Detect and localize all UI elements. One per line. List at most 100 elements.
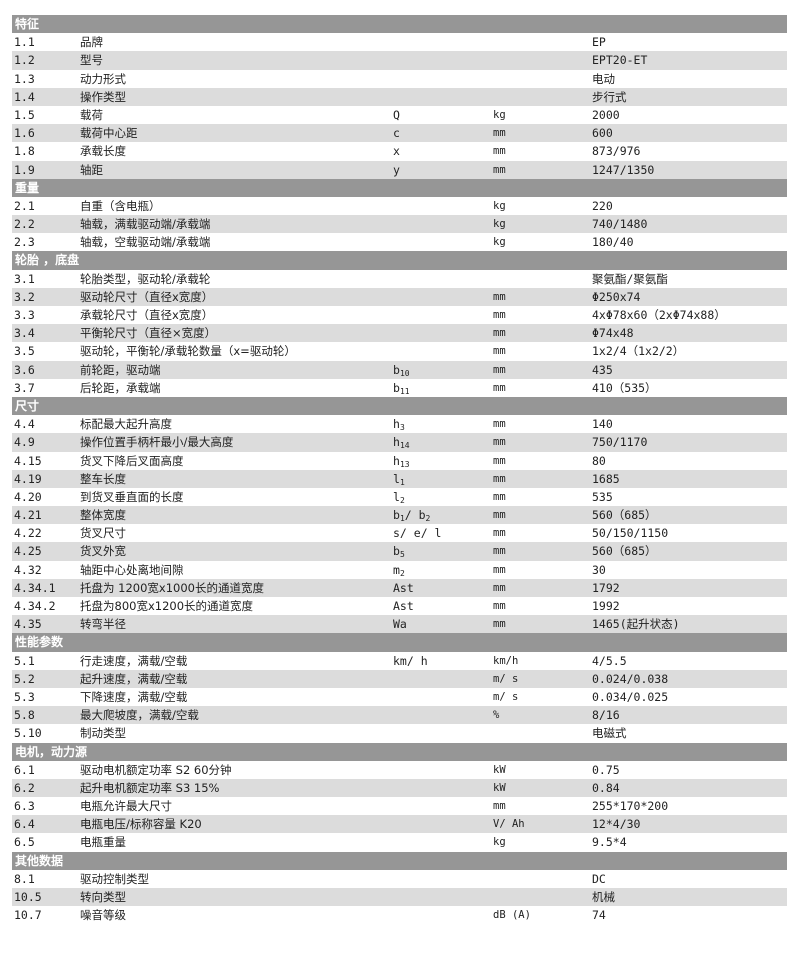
table-row: 2.1 自重（含电瓶） kg 220 <box>12 197 787 215</box>
item-number: 3.3 <box>14 308 35 322</box>
table-row: 3.4 平衡轮尺寸（直径×宽度） mm Φ74x48 <box>12 324 787 343</box>
table-row: 3.5 驱动轮，平衡轮/承载轮数量（x=驱动轮） mm 1x2/4（1x2/2） <box>12 342 787 360</box>
table-row: 4.22 货叉尺寸 s/ e/ l mm 50/150/1150 <box>12 524 787 542</box>
item-value: DC <box>592 871 606 886</box>
table-row: 4.34.1 托盘为 1200宽x1000长的通道宽度 Ast mm 1792 <box>12 578 787 597</box>
table-row: 3.3 承载轮尺寸（直径x宽度） mm 4xΦ78x60（2xΦ74x88） <box>12 306 787 324</box>
item-unit: kg <box>493 236 506 249</box>
table-row: 4.20 到货叉垂直面的长度 l2 mm 535 <box>12 488 787 506</box>
item-number: 1.5 <box>14 107 35 122</box>
item-name: 前轮距，驱动端 <box>80 362 161 377</box>
item-number: 4.15 <box>14 453 42 468</box>
item-name: 轴载，空载驱动端/承载端 <box>80 235 211 250</box>
item-value: 机械 <box>592 890 615 904</box>
item-symbol: Ast <box>393 579 414 597</box>
item-value: 255*170*200 <box>592 799 669 814</box>
table-row: 2.3 轴载，空载驱动端/承载端 kg 180/40 <box>12 233 787 251</box>
item-name: 轴距中心处离地间隙 <box>80 562 184 577</box>
item-unit: mm <box>493 345 506 358</box>
item-value: 9.5*4 <box>592 835 627 850</box>
item-symbol: y <box>393 161 400 179</box>
item-value: 1792 <box>592 580 620 595</box>
symbol-text: b <box>393 362 400 377</box>
item-value: 0.75 <box>592 762 620 777</box>
symbol-text: c <box>393 126 400 141</box>
item-name: 载荷 <box>80 107 103 122</box>
item-value: 560（685） <box>592 544 657 559</box>
item-symbol: m2 <box>393 561 405 579</box>
item-number: 6.4 <box>14 817 35 832</box>
section-header: 其他数据 <box>12 851 787 870</box>
item-name: 整车长度 <box>80 471 126 486</box>
item-unit: mm <box>493 327 506 340</box>
symbol-subscript: 1 <box>399 514 405 524</box>
section-header: 电机，动力源 <box>12 742 787 761</box>
table-row: 10.7 噪音等级 dB (A) 74 <box>12 906 787 924</box>
item-name: 操作类型 <box>80 89 126 104</box>
item-value: EPT20-ET <box>592 53 648 68</box>
item-number: 1.1 <box>14 35 35 50</box>
item-unit: mm <box>493 600 506 612</box>
table-row: 4.19 整车长度 l1 mm 1685 <box>12 469 787 488</box>
symbol-subscript: 3 <box>399 423 405 433</box>
symbol-text: b <box>393 544 400 559</box>
symbol-text: s/ e/ l <box>393 526 442 541</box>
symbol-text: h <box>393 435 400 450</box>
item-value: 4/5.5 <box>592 653 627 668</box>
table-row: 6.4 电瓶电压/标称容量 K20 V/ Ah 12*4/30 <box>12 815 787 834</box>
table-row: 5.10 制动类型 电磁式 <box>12 724 787 742</box>
item-name: 驱动控制类型 <box>80 871 149 886</box>
item-name: 驱动电机额定功率 S2 60分钟 <box>80 762 232 777</box>
item-value: Φ250x74 <box>592 289 641 304</box>
symbol-subscript: 13 <box>399 459 410 469</box>
item-name: 到货叉垂直面的长度 <box>80 489 184 504</box>
item-number: 4.19 <box>14 471 42 486</box>
section-header: 轮胎 ，底盘 <box>12 251 787 270</box>
symbol-text: h <box>393 417 400 432</box>
item-value: 740/1480 <box>592 217 648 232</box>
item-number: 5.8 <box>14 708 35 723</box>
item-unit: mm <box>493 418 506 431</box>
item-symbol: h13 <box>393 452 410 470</box>
item-unit: kg <box>493 218 506 231</box>
item-number: 4.32 <box>14 562 42 577</box>
item-name: 平衡轮尺寸（直径×宽度） <box>80 326 217 341</box>
item-name: 自重（含电瓶） <box>80 198 161 213</box>
item-name: 转向类型 <box>80 890 126 904</box>
item-name: 品牌 <box>80 35 103 50</box>
item-value: 4xΦ78x60（2xΦ74x88） <box>592 308 726 322</box>
symbol-subscript: 10 <box>399 368 410 378</box>
item-number: 1.3 <box>14 71 35 86</box>
item-value: 750/1170 <box>592 435 648 450</box>
item-name: 动力形式 <box>80 71 126 86</box>
table-row: 6.5 电瓶重量 kg 9.5*4 <box>12 833 787 851</box>
item-value: 74 <box>592 908 606 923</box>
table-row: 6.1 驱动电机额定功率 S2 60分钟 kW 0.75 <box>12 761 787 779</box>
item-value: 30 <box>592 562 606 577</box>
table-row: 4.15 货叉下降后叉面高度 h13 mm 80 <box>12 452 787 470</box>
item-symbol: km/ h <box>393 652 428 670</box>
item-name: 电瓶电压/标称容量 K20 <box>80 817 202 832</box>
item-unit: mm <box>493 163 506 176</box>
item-symbol: s/ e/ l <box>393 524 441 542</box>
item-name: 轴距 <box>80 162 103 177</box>
item-unit: mm <box>493 363 506 376</box>
item-number: 1.2 <box>14 53 35 68</box>
item-name: 托盘为800宽x1200长的通道宽度 <box>80 599 254 613</box>
item-unit: mm <box>493 454 506 467</box>
item-number: 4.4 <box>14 417 35 432</box>
item-value: 410（535） <box>592 380 657 395</box>
table-row: 5.2 起升速度，满载/空载 m/ s 0.024/0.038 <box>12 669 787 688</box>
item-unit: mm <box>493 490 506 503</box>
item-name: 转弯半径 <box>80 617 126 632</box>
table-row: 1.2 型号 EPT20-ET <box>12 51 787 70</box>
item-unit: mm <box>493 545 506 558</box>
item-symbol: l1 <box>393 470 405 488</box>
symbol-text: b <box>393 380 400 395</box>
item-value: Φ74x48 <box>592 326 634 341</box>
item-number: 2.2 <box>14 217 35 232</box>
item-number: 4.25 <box>14 544 42 559</box>
item-name: 型号 <box>80 53 103 68</box>
item-value: 873/976 <box>592 144 641 159</box>
table-row: 5.3 下降速度，满载/空载 m/ s 0.034/0.025 <box>12 688 787 706</box>
